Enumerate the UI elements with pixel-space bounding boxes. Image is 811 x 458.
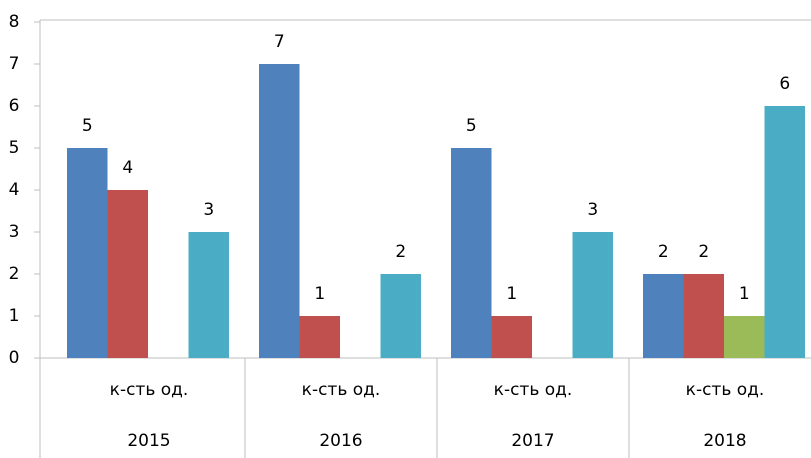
data-label: 3	[203, 200, 214, 220]
bar	[764, 106, 805, 358]
bar	[572, 232, 613, 358]
x-tick-label: 2016	[319, 431, 362, 451]
bar	[67, 148, 108, 358]
y-tick-label: 4	[9, 180, 20, 200]
bar	[643, 274, 684, 358]
y-tick-label: 2	[9, 264, 20, 284]
x-tick-label: 2015	[127, 431, 170, 451]
data-label: 5	[466, 116, 477, 136]
data-label: 2	[395, 242, 406, 262]
bar	[188, 232, 229, 358]
data-label: 1	[739, 284, 750, 304]
y-tick-label: 1	[9, 306, 20, 326]
data-label: 2	[698, 242, 709, 262]
bar	[107, 190, 148, 358]
y-tick-label: 6	[9, 96, 20, 116]
x-subcategory-label: к-сть од.	[302, 380, 381, 400]
bar	[491, 316, 532, 358]
y-tick-label: 7	[9, 54, 20, 74]
bar	[380, 274, 421, 358]
bar	[451, 148, 492, 358]
data-label: 4	[122, 158, 133, 178]
y-tick-label: 3	[9, 222, 20, 242]
y-tick-label: 8	[9, 12, 20, 32]
data-label: 5	[82, 116, 93, 136]
data-label: 2	[658, 242, 669, 262]
data-label: 1	[314, 284, 325, 304]
data-label: 3	[587, 200, 598, 220]
bar	[724, 316, 765, 358]
x-tick-label: 2018	[703, 431, 746, 451]
y-tick-label: 5	[9, 138, 20, 158]
y-tick-label: 0	[9, 348, 20, 368]
data-label: 6	[779, 74, 790, 94]
x-tick-label: 2017	[511, 431, 554, 451]
data-label: 1	[506, 284, 517, 304]
bar	[259, 64, 300, 358]
bar	[683, 274, 724, 358]
x-subcategory-label: к-сть од.	[110, 380, 189, 400]
x-subcategory-label: к-сть од.	[686, 380, 765, 400]
data-label: 7	[274, 32, 285, 52]
x-subcategory-label: к-сть од.	[494, 380, 573, 400]
bar	[299, 316, 340, 358]
